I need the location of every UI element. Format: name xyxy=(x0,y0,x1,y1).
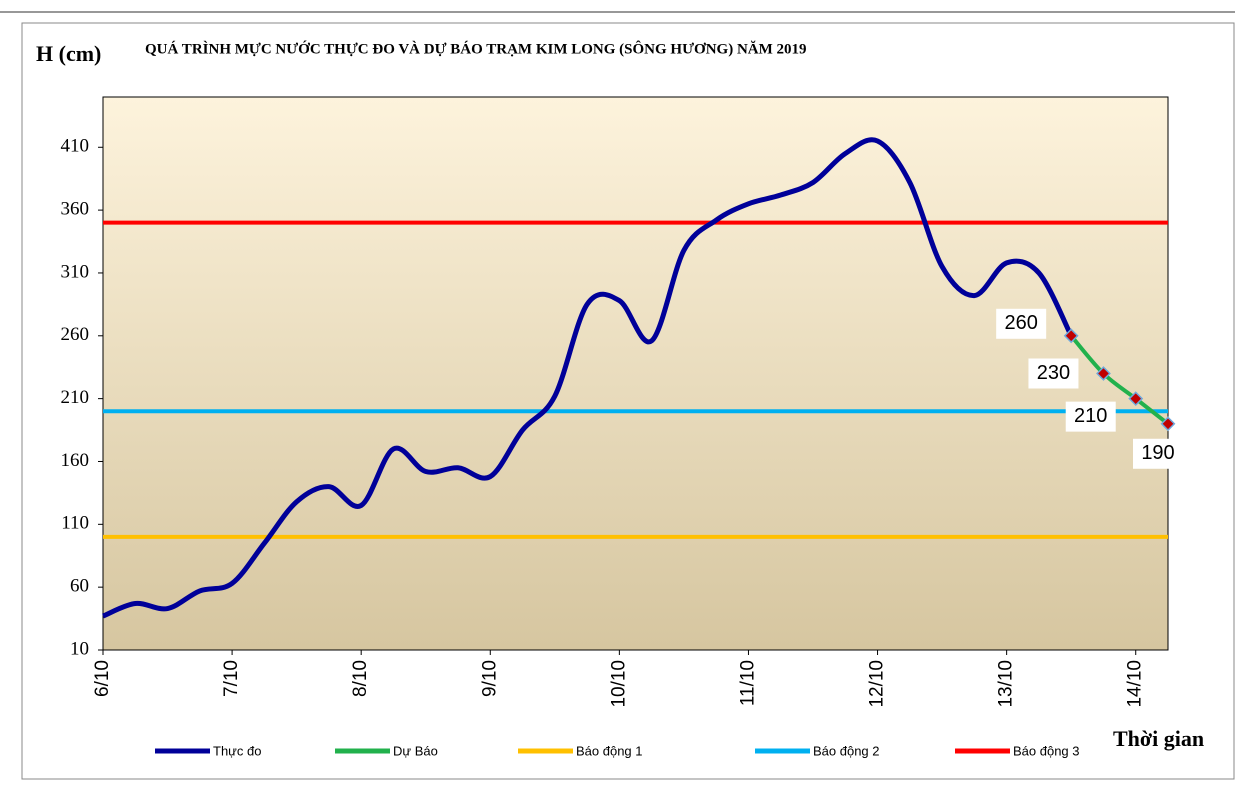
y-axis-label: H (cm) xyxy=(36,41,101,66)
series-line xyxy=(102,137,1074,619)
x-tick-label: 14/10 xyxy=(1125,660,1146,708)
data-label: 230 xyxy=(1037,362,1070,384)
y-tick-label: 160 xyxy=(61,450,90,471)
x-tick-label: 8/10 xyxy=(350,660,371,697)
legend-label: Dự Báo xyxy=(393,743,438,758)
chart-title: QUÁ TRÌNH MỰC NƯỚC THỰC ĐO VÀ DỰ BÁO TRẠ… xyxy=(145,40,807,57)
x-tick-label: 11/10 xyxy=(737,660,758,706)
series-line xyxy=(1069,334,1170,426)
label-box xyxy=(996,308,1047,339)
plot-area xyxy=(102,96,1169,651)
legend-label: Thực đo xyxy=(213,743,261,758)
label-box xyxy=(1028,358,1079,389)
x-tick-label: 13/10 xyxy=(996,660,1017,708)
legend-label: Báo động 1 xyxy=(576,743,643,758)
data-label: 190 xyxy=(1141,442,1174,464)
label-box xyxy=(1065,401,1116,432)
x-tick-label: 12/10 xyxy=(867,660,888,708)
y-tick-label: 60 xyxy=(70,576,89,597)
legend-label: Báo động 3 xyxy=(1013,743,1080,758)
x-tick-label: 9/10 xyxy=(479,660,500,697)
marker xyxy=(1128,391,1144,407)
marker xyxy=(1063,328,1079,344)
x-tick-label: 10/10 xyxy=(608,660,629,708)
y-tick-label: 210 xyxy=(61,387,90,408)
marker xyxy=(1096,366,1111,381)
y-tick-label: 310 xyxy=(61,261,90,282)
x-tick-label: 7/10 xyxy=(221,660,242,697)
y-tick-label: 260 xyxy=(61,324,90,345)
x-tick-label: 6/10 xyxy=(92,660,113,697)
data-label: 210 xyxy=(1074,405,1107,427)
frame xyxy=(21,22,1235,780)
y-tick-label: 110 xyxy=(61,513,89,534)
y-tick-label: 10 xyxy=(70,638,89,659)
data-label: 260 xyxy=(1004,312,1037,334)
y-tick-label: 410 xyxy=(61,136,90,157)
marker xyxy=(1160,416,1176,432)
label-box xyxy=(1133,438,1183,469)
y-tick-label: 360 xyxy=(61,198,90,219)
x-axis-label: Thời gian xyxy=(1113,726,1204,751)
legend-label: Báo động 2 xyxy=(813,743,880,758)
